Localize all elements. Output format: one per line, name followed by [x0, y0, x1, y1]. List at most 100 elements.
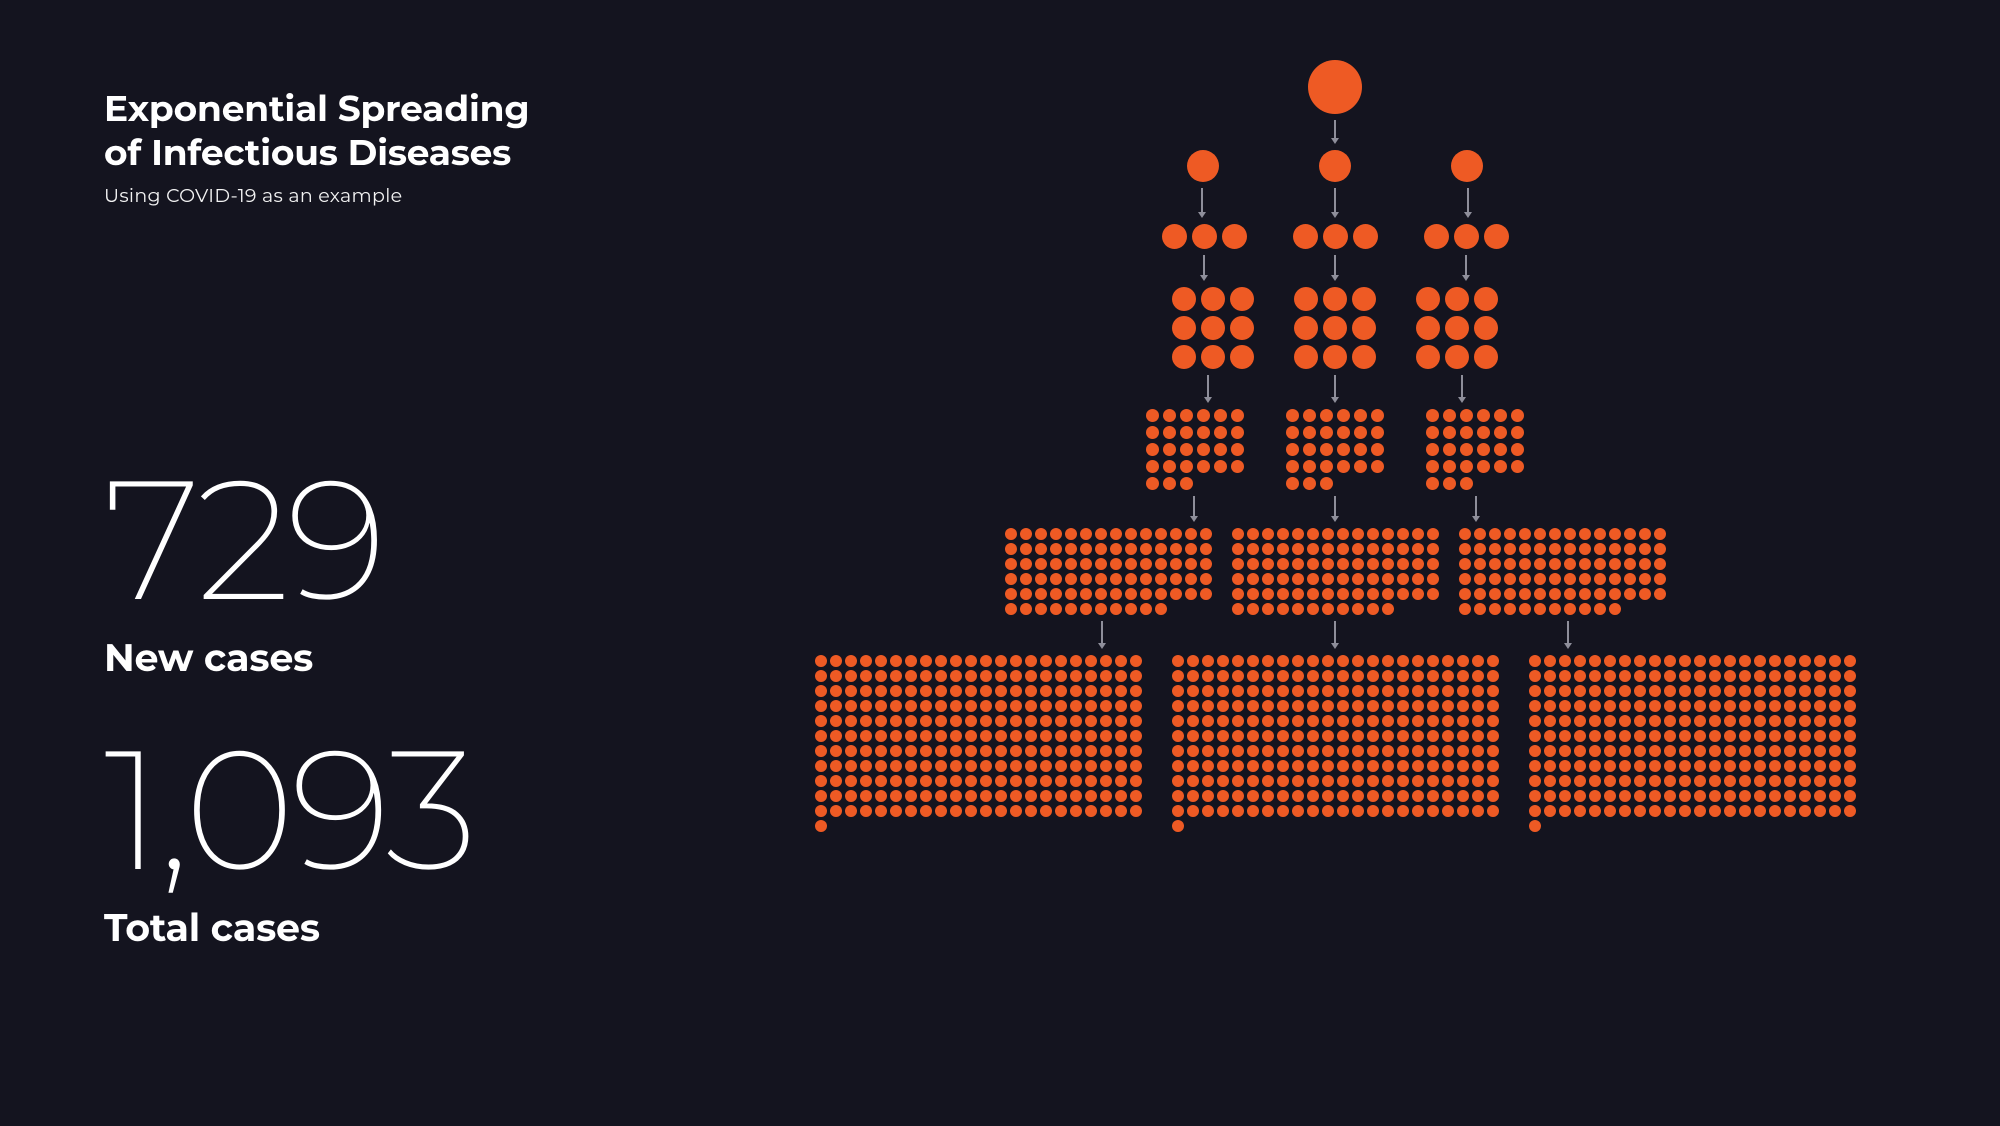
- spread-dot: [1247, 603, 1259, 615]
- spread-dot: [1187, 715, 1199, 727]
- spread-dot: [1010, 760, 1022, 772]
- spread-dot: [1460, 460, 1473, 473]
- spread-dot: [845, 670, 857, 682]
- spread-dot: [1085, 775, 1097, 787]
- spread-dot: [815, 805, 827, 817]
- spread-dot: [1544, 760, 1556, 772]
- spread-dot: [1262, 805, 1274, 817]
- spread-dot: [1416, 316, 1440, 340]
- spread-dot: [1292, 805, 1304, 817]
- spread-dot: [1035, 588, 1047, 600]
- spread-dot: [1504, 588, 1516, 600]
- spread-dot: [1202, 775, 1214, 787]
- spread-dot: [1604, 685, 1616, 697]
- spread-dot: [1020, 588, 1032, 600]
- spread-dot: [1115, 730, 1127, 742]
- spread-dot: [1307, 790, 1319, 802]
- spread-dot: [1055, 700, 1067, 712]
- spread-dot: [1442, 760, 1454, 772]
- arrow-down-icon: [1102, 621, 1103, 649]
- spread-dot: [1416, 345, 1440, 369]
- spread-dot: [1784, 670, 1796, 682]
- spread-dot: [1320, 477, 1333, 490]
- spread-dot: [1457, 655, 1469, 667]
- spread-dot: [1146, 460, 1159, 473]
- spread-dot: [1709, 685, 1721, 697]
- spread-dot: [815, 775, 827, 787]
- spread-dot: [1247, 685, 1259, 697]
- spread-dot: [1604, 715, 1616, 727]
- spread-dot: [1709, 760, 1721, 772]
- spread-dot: [1739, 745, 1751, 757]
- spread-dot: [1579, 573, 1591, 585]
- spread-dot: [1679, 655, 1691, 667]
- spread-dot: [1619, 655, 1631, 667]
- spread-dot: [1649, 685, 1661, 697]
- spread-dot: [1460, 426, 1473, 439]
- spread-dot: [1110, 558, 1122, 570]
- spread-dot: [830, 790, 842, 802]
- spread-dot: [1307, 588, 1319, 600]
- spread-dot: [1085, 760, 1097, 772]
- spread-dot: [1709, 775, 1721, 787]
- spread-dot: [860, 730, 872, 742]
- spread-dot: [1724, 670, 1736, 682]
- spread-dot: [830, 685, 842, 697]
- spread-dot: [1412, 760, 1424, 772]
- spread-dot: [1382, 685, 1394, 697]
- spread-dot: [1619, 715, 1631, 727]
- spread-dot: [1367, 715, 1379, 727]
- spread-dot: [1784, 730, 1796, 742]
- spread-dot: [1784, 685, 1796, 697]
- spread-dot: [1130, 760, 1142, 772]
- spread-dot: [1262, 670, 1274, 682]
- spread-dot: [1292, 760, 1304, 772]
- spread-dot: [905, 730, 917, 742]
- spread-dot: [1724, 805, 1736, 817]
- spread-dot: [1307, 775, 1319, 787]
- spread-dot: [1799, 685, 1811, 697]
- spread-dot: [1323, 287, 1347, 311]
- spread-dot: [1162, 224, 1187, 249]
- spread-dot: [1322, 603, 1334, 615]
- spread-dot: [1020, 543, 1032, 555]
- arrow-down-icon: [1335, 375, 1336, 403]
- spread-dot: [875, 715, 887, 727]
- arrow-down-icon: [1568, 621, 1569, 649]
- spread-dot: [1443, 443, 1456, 456]
- spread-dot: [1292, 685, 1304, 697]
- spread-dot: [1222, 224, 1247, 249]
- spread-dot: [1085, 655, 1097, 667]
- spread-dot: [1427, 790, 1439, 802]
- spread-dot: [1115, 775, 1127, 787]
- spread-dot: [1427, 528, 1439, 540]
- spread-dot: [1844, 715, 1856, 727]
- spread-dot: [1303, 460, 1316, 473]
- spread-dot: [1639, 543, 1651, 555]
- spread-dot: [1397, 715, 1409, 727]
- spread-dot: [1035, 603, 1047, 615]
- spread-dot: [995, 655, 1007, 667]
- spread-dot: [1574, 685, 1586, 697]
- spread-dot: [935, 655, 947, 667]
- spread-dot: [1307, 528, 1319, 540]
- spread-dot: [905, 775, 917, 787]
- spread-dot: [1180, 409, 1193, 422]
- spread-dot: [1494, 460, 1507, 473]
- spread-dot: [1319, 150, 1351, 182]
- spread-dot: [1025, 655, 1037, 667]
- spread-dot: [1085, 670, 1097, 682]
- spread-dot: [1025, 715, 1037, 727]
- spread-dot: [1382, 655, 1394, 667]
- spread-dot: [1172, 730, 1184, 742]
- spread-dot: [1382, 573, 1394, 585]
- spread-dot: [1487, 685, 1499, 697]
- spread-dot: [1070, 655, 1082, 667]
- spread-dot: [1080, 603, 1092, 615]
- dot-cluster: [1286, 409, 1384, 490]
- spread-dot: [1594, 588, 1606, 600]
- spread-dot: [1427, 700, 1439, 712]
- spread-dot: [1187, 790, 1199, 802]
- spread-dot: [1232, 528, 1244, 540]
- spread-dot: [1200, 588, 1212, 600]
